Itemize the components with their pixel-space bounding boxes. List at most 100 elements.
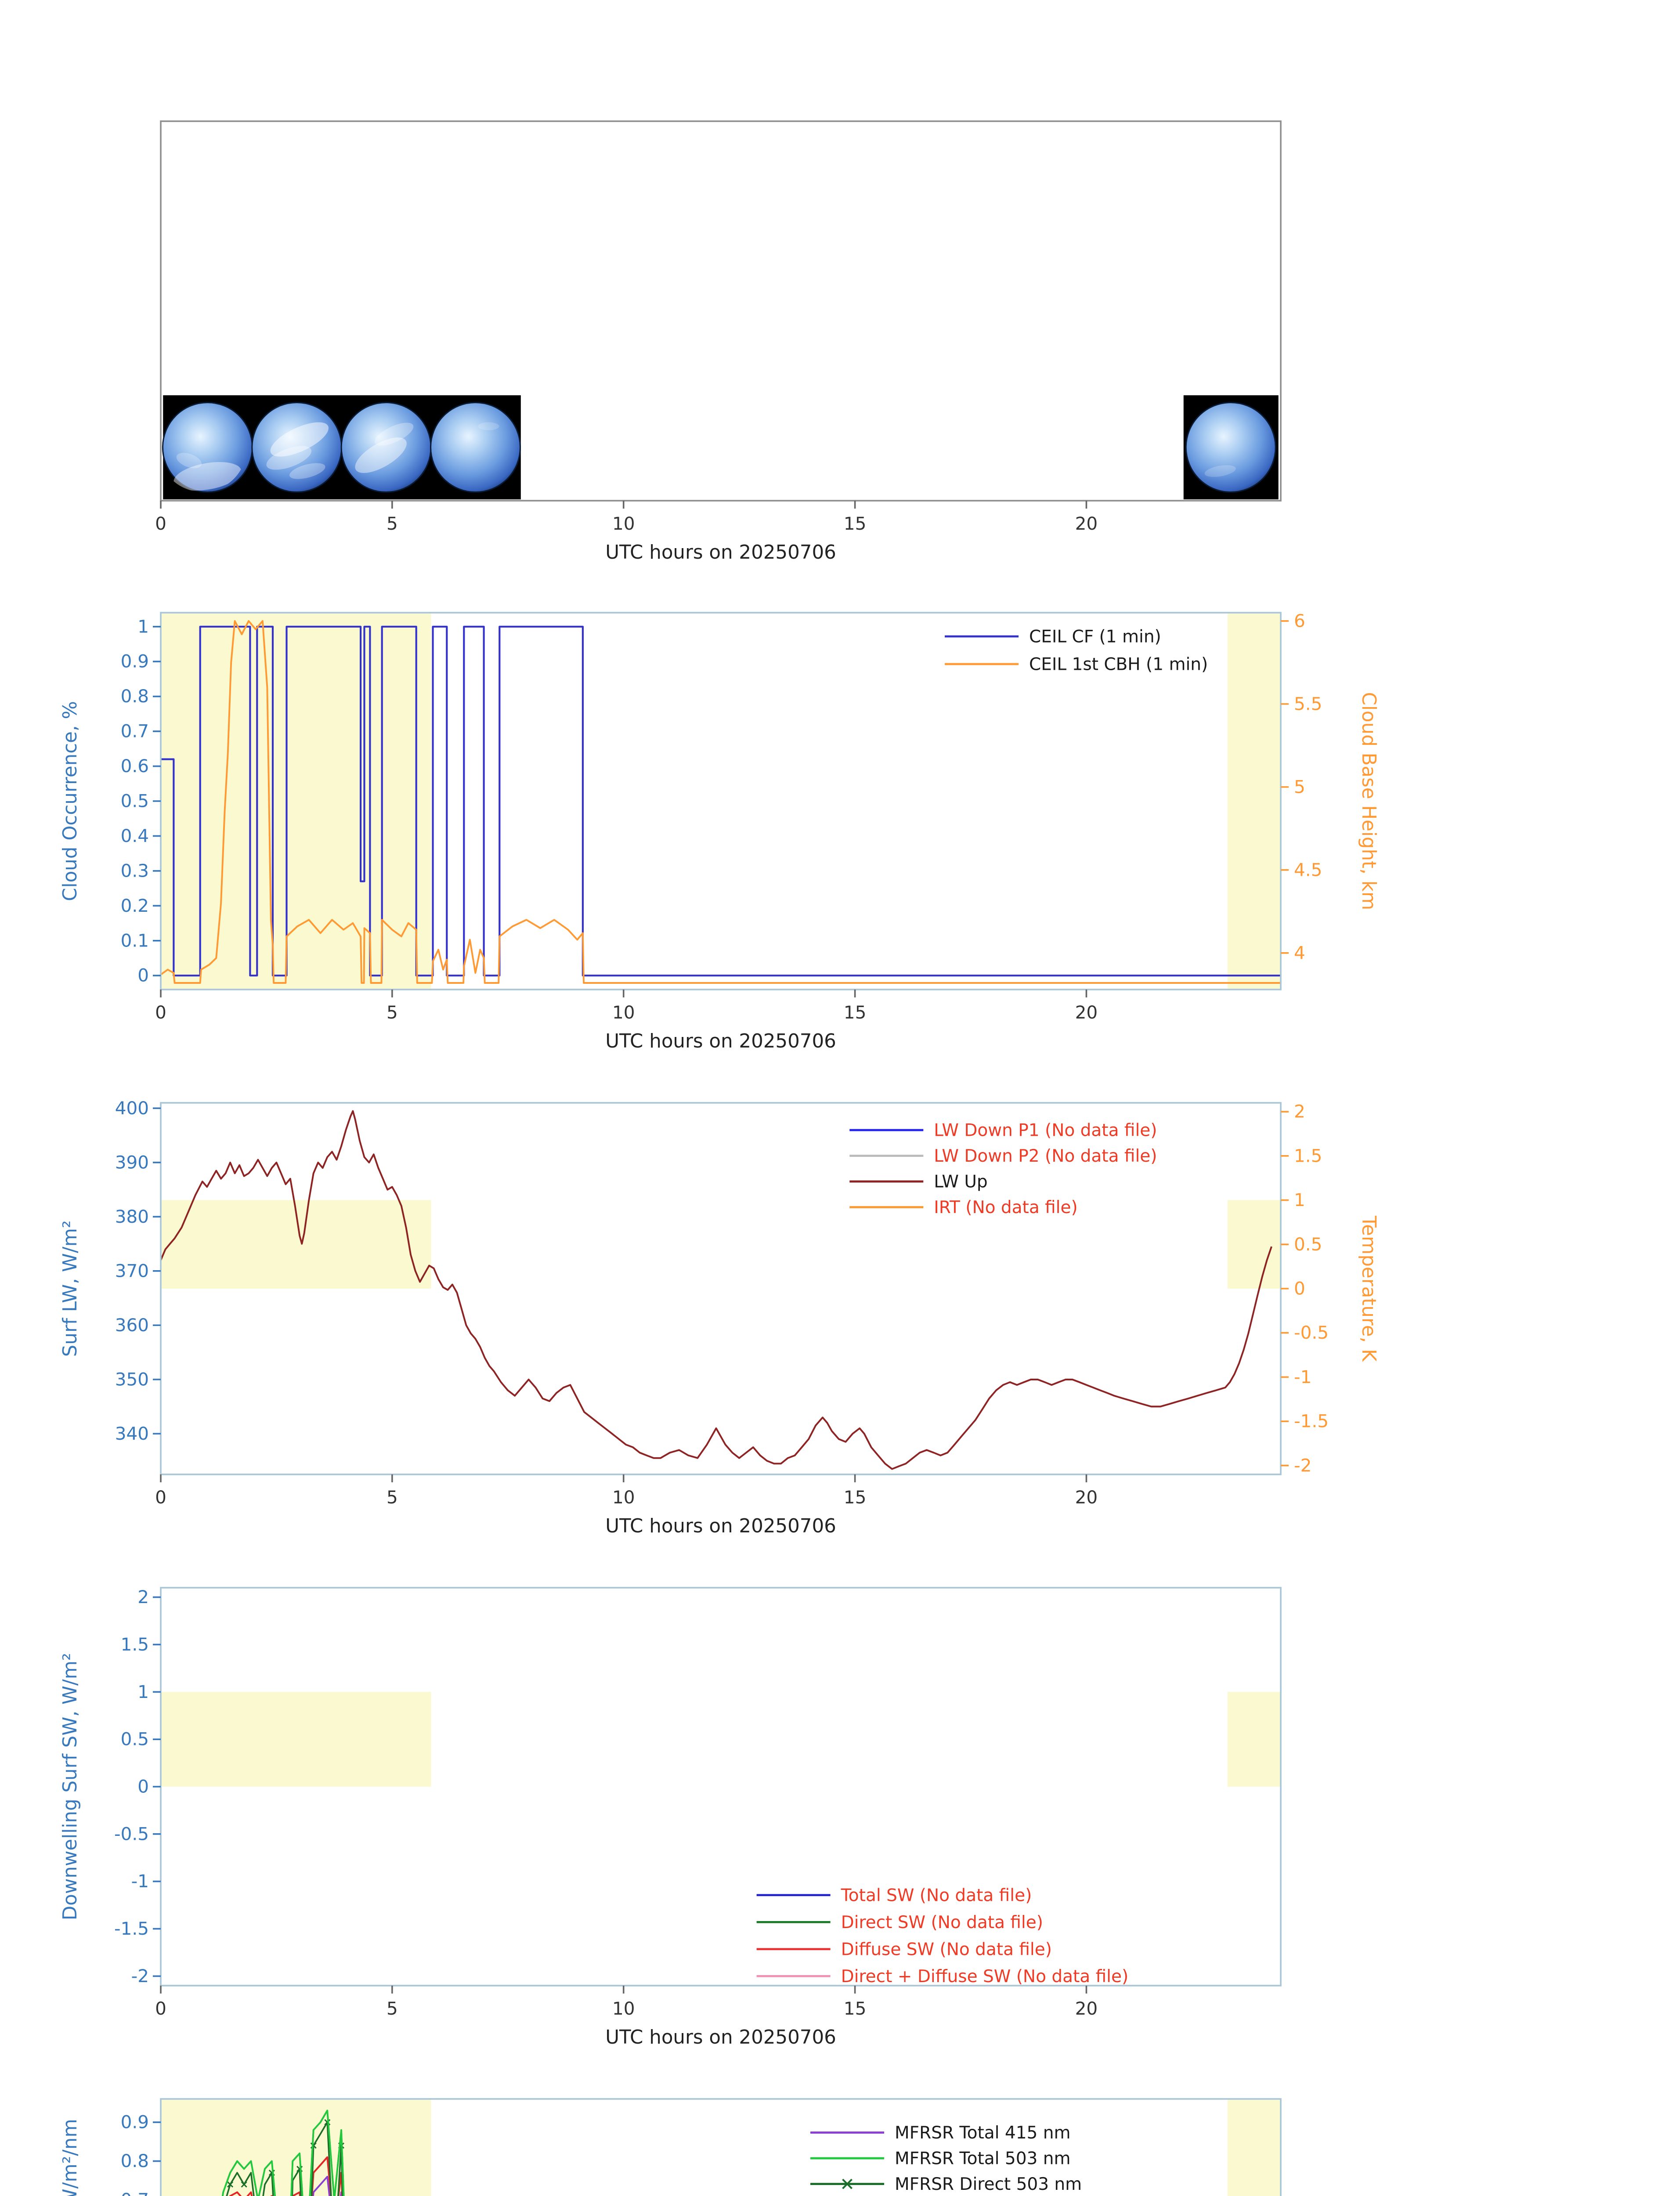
- cloud-streak: [270, 422, 329, 457]
- x-axis-title: UTC hours on 20250706: [605, 1515, 836, 1537]
- sky-photo: [251, 402, 343, 493]
- y-tick-label: 0.5: [121, 1729, 149, 1750]
- y-tick-label: -2: [131, 1965, 149, 1987]
- y-tick-label: 1: [137, 1681, 149, 1702]
- y2-tick-label: -0.5: [1294, 1322, 1329, 1343]
- cloud-streak: [355, 437, 407, 473]
- x-tick-label: 15: [844, 1487, 867, 1508]
- y-tick-label: 1: [137, 616, 149, 637]
- series-marker: [241, 2181, 247, 2188]
- y-tick-label: 0: [137, 965, 149, 986]
- daylight-band: [1227, 1200, 1281, 1289]
- x-tick-label: 15: [844, 1998, 867, 2019]
- plot-frame: [160, 2098, 1282, 2196]
- x-axis-title: UTC hours on 20250706: [605, 2026, 836, 2048]
- daylight-band: [161, 613, 431, 990]
- x-tick-label: 10: [612, 1002, 635, 1023]
- y-axis-title: Cloud Occurrence, %: [59, 701, 81, 901]
- y2-tick-label: 0.5: [1294, 1234, 1322, 1255]
- y-tick-label: -0.5: [114, 1823, 149, 1844]
- legend-label: MFRSR Direct 503 nm: [895, 2174, 1082, 2194]
- y-tick-label: 0: [137, 1776, 149, 1797]
- x-tick-label: 0: [155, 1487, 166, 1508]
- panel-surface-longwave: 0 5 10 15 20 UTC hours on 20250706 340 350 360 37…: [0, 1066, 1680, 1551]
- sky-photo: [430, 402, 521, 493]
- legend-label: Direct SW (No data file): [841, 1913, 1043, 1932]
- y-tick-label: 0.5: [121, 791, 149, 812]
- sky-photo: [1185, 402, 1276, 493]
- y-tick-label: 1.5: [121, 1634, 149, 1655]
- y-tick-label: 0.9: [121, 651, 149, 672]
- y-tick-label: 400: [115, 1098, 149, 1119]
- y-tick-label: 380: [115, 1206, 149, 1227]
- x-tick-label: 10: [612, 513, 635, 534]
- daylight-band: [1227, 1692, 1281, 1787]
- cloud-streak: [289, 463, 325, 479]
- legend-label: Direct + Diffuse SW (No data file): [841, 1967, 1129, 1987]
- daylight-band: [161, 2099, 431, 2196]
- series-marker: [227, 2181, 234, 2188]
- y2-axis-title: Temperature, K: [1358, 1215, 1380, 1362]
- y-tick-label: 370: [115, 1260, 149, 1281]
- cloud-streak: [266, 446, 312, 470]
- x-tick-label: 5: [387, 1998, 398, 2019]
- legend-marker: [842, 2178, 853, 2189]
- x-tick-label: 15: [844, 513, 867, 534]
- panel-cloud-occurrence: 0 5 10 15 20 UTC hours on 20250706 0 0.1 0.2 0.3 0…: [0, 576, 1680, 1066]
- x-tick-label: 10: [612, 1998, 635, 2019]
- series-mfrsr-total-673: [229, 2156, 343, 2196]
- y-axis-title: Downwelling Surf SW, W/m²: [59, 1653, 81, 1921]
- y2-tick-label: 1: [1294, 1189, 1305, 1210]
- sky-photo-disc: [430, 402, 521, 493]
- sky-images-chart: 0 5 10 15 20 UTC hours on 20250706: [155, 120, 1282, 563]
- y-tick-label: 0.8: [121, 2150, 149, 2171]
- legend-label: CEIL CF (1 min): [1029, 627, 1161, 647]
- y-tick-label: 0.4: [121, 825, 149, 846]
- x-axis-title: UTC hours on 20250706: [605, 1030, 836, 1052]
- x-tick-label: 5: [387, 513, 398, 534]
- legend-label: CEIL 1st CBH (1 min): [1029, 655, 1208, 675]
- y-tick-label: 350: [115, 1369, 149, 1390]
- legend-label: LW Down P1 (No data file): [934, 1121, 1157, 1141]
- series-mfrsr-total-503: [221, 2109, 345, 2196]
- sky-photo: [340, 402, 432, 493]
- sky-photo-disc: [1185, 402, 1276, 493]
- daylight-band: [1227, 2099, 1281, 2196]
- x-tick-label: 20: [1075, 1487, 1098, 1508]
- y-axis-title: Downwelling Narrowband, W/m²/nm: [59, 2119, 81, 2196]
- cloud-streak: [374, 423, 414, 446]
- y-tick-label: 0.2: [121, 895, 149, 916]
- daylight-band: [161, 1692, 431, 1787]
- legend-label: LW Up: [934, 1172, 987, 1192]
- y2-axis-title: Cloud Base Height, km: [1358, 692, 1380, 910]
- x-tick-label: 0: [155, 1002, 166, 1023]
- y-tick-label: 2: [137, 1586, 149, 1607]
- y-tick-label: 0.7: [121, 2189, 149, 2196]
- panel-sky-images: 0 5 10 15 20 UTC hours on 20250706: [0, 0, 1680, 576]
- y-tick-label: 390: [115, 1152, 149, 1173]
- x-tick-label: 20: [1075, 513, 1098, 534]
- legend-label: Diffuse SW (No data file): [841, 1940, 1052, 1959]
- y-tick-label: -1: [131, 1871, 149, 1892]
- x-tick-label: 20: [1075, 1998, 1098, 2019]
- y2-tick-label: 2: [1294, 1101, 1305, 1122]
- y-tick-label: 340: [115, 1423, 149, 1444]
- cloud-streak: [176, 453, 202, 468]
- legend-label: IRT (No data file): [934, 1198, 1077, 1217]
- y2-tick-label: -1: [1294, 1366, 1311, 1387]
- y2-tick-label: 4: [1294, 942, 1305, 963]
- y-tick-label: -1.5: [114, 1918, 149, 1939]
- series-lw-up: [160, 1110, 1272, 1470]
- y-tick-label: 0.9: [121, 2112, 149, 2133]
- x-tick-label: 0: [155, 513, 166, 534]
- series-ceil-cf: [161, 625, 1281, 977]
- series-mfrsr-total-415: [312, 2176, 343, 2196]
- x-tick-label: 0: [155, 1998, 166, 2019]
- sky-photo: [162, 402, 253, 493]
- y2-tick-label: 1.5: [1294, 1145, 1322, 1166]
